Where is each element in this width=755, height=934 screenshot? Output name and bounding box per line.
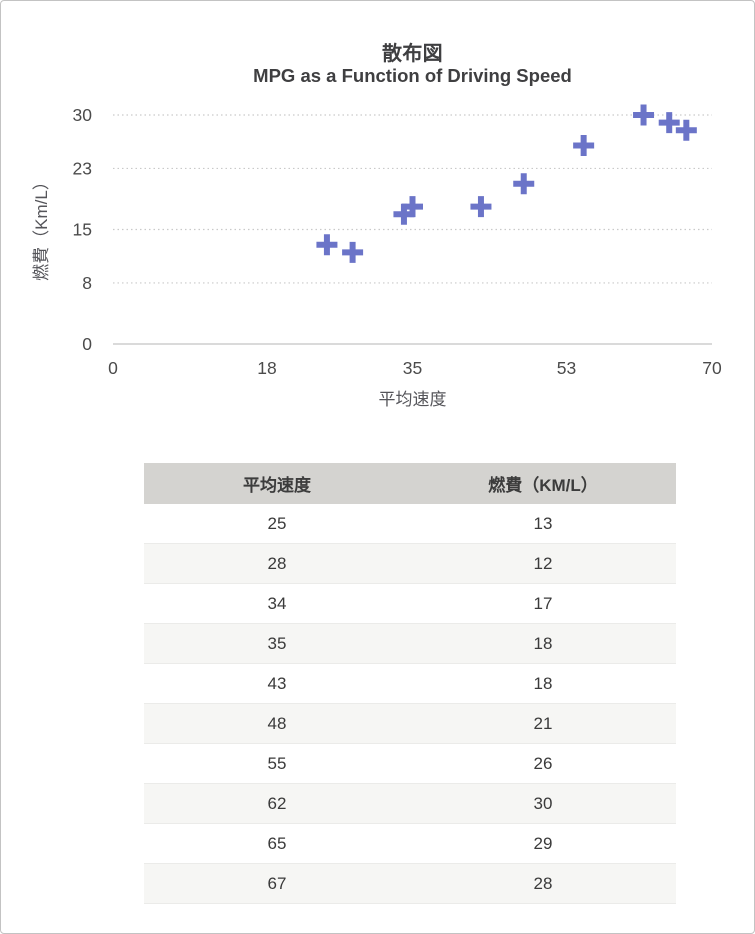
cell-mpg: 18	[410, 663, 676, 704]
x-tick-label: 35	[403, 358, 422, 378]
data-point-marker	[513, 173, 535, 195]
data-point-marker	[316, 234, 338, 256]
header-cell-speed: 平均速度	[144, 463, 410, 504]
x-tick-label: 0	[108, 358, 118, 378]
table-row: 48 21	[144, 703, 676, 744]
cell-speed: 35	[144, 623, 410, 664]
y-tick-label: 15	[73, 220, 92, 240]
table-row: 62 30	[144, 783, 676, 824]
data-point-marker	[402, 196, 423, 218]
cell-speed: 34	[144, 583, 410, 624]
cell-speed: 62	[144, 783, 410, 824]
table-row: 43 18	[144, 663, 676, 704]
y-tick-label: 30	[73, 105, 93, 125]
data-point-marker	[342, 241, 364, 263]
chart-title: 散布図	[382, 43, 443, 65]
cell-speed: 48	[144, 703, 410, 744]
y-tick-label: 8	[82, 273, 92, 293]
x-axis-label: 平均速度	[378, 390, 447, 409]
table-row: 35 18	[144, 623, 676, 664]
cell-speed: 65	[144, 823, 410, 864]
table-row: 65 29	[144, 823, 676, 864]
table-row: 28 12	[144, 543, 676, 584]
data-point-marker	[658, 112, 680, 134]
table-row: 67 28	[144, 863, 676, 904]
data-table-header: 平均速度 燃費（KM/L）	[144, 463, 676, 504]
cell-mpg: 29	[410, 823, 676, 864]
data-table: 平均速度 燃費（KM/L） 25 13 28 12 34 17 35 18 43 18 48 21 55…	[144, 463, 676, 904]
table-row: 25 13	[144, 504, 676, 544]
header-cell-mpg: 燃費（KM/L）	[410, 463, 676, 504]
table-header-row: 平均速度 燃費（KM/L）	[144, 463, 676, 504]
data-point-marker	[573, 135, 595, 157]
cell-speed: 25	[267, 513, 287, 533]
x-tick-label: 70	[702, 358, 722, 378]
cell-mpg: 21	[410, 703, 676, 744]
table-row: 55 26	[144, 743, 676, 784]
data-table-body: 25 13 28 12 34 17 35 18 43 18 48 21 55 26 62 30 65 29 67 28	[144, 504, 676, 904]
cell-speed: 28	[144, 543, 410, 584]
table-row: 34 17	[144, 583, 676, 624]
data-point-marker	[633, 104, 655, 126]
cell-mpg: 17	[410, 583, 676, 624]
cell-mpg: 12	[410, 543, 676, 584]
cell-speed: 55	[144, 743, 410, 784]
cell-mpg: 30	[410, 783, 676, 824]
cell-mpg: 28	[410, 863, 676, 904]
scatter-chart: 0 8 15 23 30 0 18 35 53 70	[73, 104, 722, 378]
x-tick-label: 18	[257, 358, 276, 378]
data-point-marker	[675, 119, 697, 141]
cell-mpg: 18	[410, 623, 676, 664]
cell-speed: 67	[144, 863, 410, 904]
cell-mpg: 26	[410, 743, 676, 784]
cell-mpg: 13	[533, 513, 553, 533]
cell-speed: 43	[144, 663, 410, 704]
chart-subtitle: MPG as a Function of Driving Speed	[253, 65, 572, 86]
data-point-marker	[470, 196, 492, 218]
y-tick-label: 0	[82, 334, 92, 354]
y-axis-label: 燃費（Km/L）	[32, 173, 51, 281]
x-tick-label: 53	[557, 358, 576, 378]
y-tick-label: 23	[73, 158, 92, 178]
